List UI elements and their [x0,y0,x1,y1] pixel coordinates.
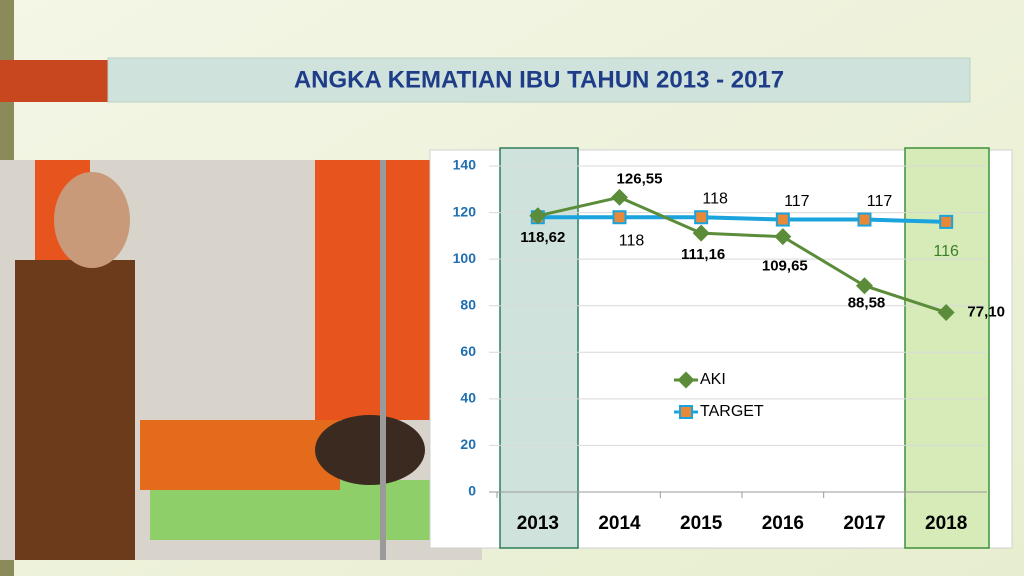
marker [529,207,547,225]
x-tick-label: 2017 [843,513,885,534]
series-line [537,215,947,224]
legend-label: TARGET [700,403,764,420]
data-label: 117 [867,193,893,210]
series-line [537,195,947,314]
data-label: 109,65 [762,258,808,275]
data-label: 117 [784,193,810,210]
data-label: 118 [619,232,645,249]
y-tick-label: 60 [460,343,476,359]
data-label: 118,62 [520,229,565,246]
title-box [107,57,971,103]
y-tick-label: 40 [460,390,476,406]
data-label: 126,55 [617,170,663,187]
marker [694,210,709,225]
data-label: 118 [702,190,728,207]
legend-marker [679,405,693,419]
accent-bar [0,60,108,102]
marker [857,212,872,227]
marker [937,303,955,321]
marker [611,188,628,206]
y-tick-label: 80 [460,296,476,312]
y-tick-label: 140 [453,157,477,173]
x-tick-label: 2013 [517,513,559,534]
y-tick-label: 120 [453,203,477,219]
y-tick-label: 20 [460,436,476,452]
data-label: 111,16 [681,246,725,263]
chart-title: ANGKA KEMATIAN IBU TAHUN 2013 - 2017 [294,66,784,93]
x-tick-label: 2014 [598,513,641,534]
data-label: 77,10 [967,303,1005,320]
legend-marker [677,371,695,389]
marker [939,214,954,229]
x-tick-label: 2015 [680,513,723,534]
plot: 0 20 40 60 80 100 120 140 2013 2014 2015 2016 2017 20… [453,157,1005,534]
marker [774,228,792,246]
legend-label: AKI [700,371,726,388]
x-tick-label: 2016 [762,513,804,534]
marker [856,277,873,295]
photo [0,160,482,560]
data-label: 88,58 [848,295,886,312]
marker [775,212,790,227]
data-label: 116 [933,243,959,260]
y-tick-label: 0 [468,483,476,499]
highlight-2018 [904,147,990,549]
marker [692,224,710,242]
y-tick-label: 100 [453,250,477,266]
marker [612,210,627,225]
x-tick-label: 2018 [925,513,967,534]
